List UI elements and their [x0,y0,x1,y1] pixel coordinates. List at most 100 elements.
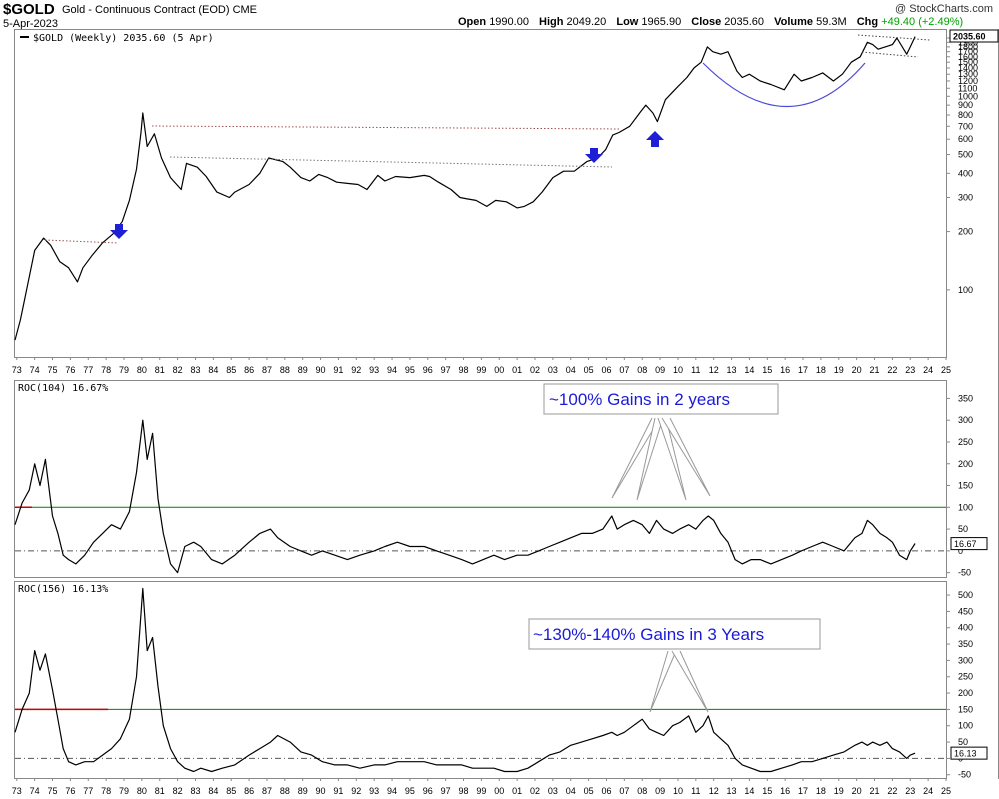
x-tick-label: 15 [762,365,772,375]
roc104-last-tag-text: 16.67 [954,539,977,549]
x-tick-label: 13 [727,365,737,375]
pointer-c [657,417,687,501]
roc104-y-tick-label: 50 [958,524,968,534]
price-y-tick-label: 1100 [958,83,977,93]
x-tick-label: 96 [423,365,433,375]
roc104-y-tick-label: 150 [958,481,973,491]
high-label: High [539,16,564,28]
x-tick-label: 22 [887,365,897,375]
roc156-last-tag: 16.13 [950,746,988,760]
x-tick-label: 10 [673,786,683,796]
x-tick-label: 04 [566,365,576,375]
x-tick-label: 92 [351,365,361,375]
x-tick-label: 75 [48,786,58,796]
price-y-tick-label: 1000 [958,91,978,101]
x-tick-label: 17 [798,786,808,796]
x-tick-label: 98 [459,365,469,375]
x-tick-label: 85 [226,365,236,375]
close-value: 2035.60 [724,16,765,28]
x-tick-label: 06 [601,365,611,375]
x-tick-label: 82 [173,365,183,375]
price-y-tick-label: 400 [958,168,973,178]
chart-description: Gold - Continuous Contract (EOD) CME [62,4,257,16]
x-tick-label: 95 [405,786,415,796]
x-tick-label: 01 [512,786,522,796]
x-tick-label: 82 [173,786,183,796]
x-tick-label: 11 [691,365,700,375]
x-tick-label: 00 [494,786,504,796]
roc104-callout-text: ~100% Gains in 2 years [549,390,730,409]
high-value: 2049.20 [566,16,607,28]
resistance-line-1980 [151,125,621,130]
price-y-tick-label: 800 [958,110,973,120]
x-tick-label: 95 [405,365,415,375]
x-tick-label: 93 [369,786,379,796]
x-tick-label: 17 [798,365,808,375]
x-tick-label: 02 [530,786,540,796]
roc156-last-tag-box [950,746,988,760]
x-tick-label: 81 [155,365,165,375]
price-series-line [14,36,916,341]
instrument-description: Gold - Continuous Contract (EOD) [62,4,230,16]
x-tick-label: 80 [137,365,147,375]
x-tick-label: 07 [619,786,629,796]
price-y-axis: 1002003004005006007008009001000110012001… [946,33,978,295]
x-tick-label: 89 [298,786,308,796]
price-y-tick-label: 1300 [958,69,978,79]
down-arrow-1978 [110,224,128,239]
x-tick-label: 90 [316,365,326,375]
x-tick-label: 89 [298,365,308,375]
x-tick-label: 83 [190,365,200,375]
price-last-tag-text: 2035.60 [953,32,986,42]
x-tick-label: 03 [548,786,558,796]
x-tick-label: 16 [780,365,790,375]
x-tick-label: 97 [441,365,451,375]
price-y-tick-label: 300 [958,193,973,203]
x-tick-label: 12 [709,786,719,796]
price-y-tick-label: 1500 [958,57,978,67]
top-resistance-line [857,34,931,41]
x-tick-label: 74 [30,365,40,375]
x-tick-label: 98 [459,786,469,796]
price-y-tick-label: 700 [958,121,973,131]
roc104-y-axis: -50 0 50 100 150 200 250 300 350 [946,393,973,578]
x-tick-label: 87 [262,786,272,796]
x-tick-label: 77 [83,365,93,375]
roc156-y-axis: -50050100150200250300350400450500 [946,590,973,780]
price-y-tick-label: 600 [958,134,973,144]
x-tick-label: 97 [441,786,451,796]
price-y-tick-label: 1400 [958,63,978,73]
x-tick-label: 21 [870,365,880,375]
price-y-tick-label: 1700 [958,47,978,57]
roc156-callout-box [528,618,821,650]
x-tick-label: 90 [316,786,326,796]
x-tick-label: 84 [208,365,218,375]
top-support-line [861,51,919,58]
roc104-callout: ~100% Gains in 2 years [543,383,779,501]
roc156-y-tick-label: 100 [958,721,973,731]
price-last-tag: 2035.60 [949,29,999,43]
cup-arc [702,62,866,107]
roc156-y-tick-label: 200 [958,688,973,698]
x-tick-label: 02 [530,365,540,375]
roc156-y-tick-label: 350 [958,639,973,649]
x-tick-label: 92 [351,786,361,796]
x-tick-label: 88 [280,365,290,375]
roc104-y-tick-label: 250 [958,437,973,447]
roc156-panel-label: ROC(156) 16.13% [18,584,108,595]
x-tick-label: 79 [119,786,129,796]
x-tick-label: 22 [887,786,897,796]
x-tick-label: 07 [619,365,629,375]
price-annotations [44,34,931,244]
x-tick-label: 75 [48,365,58,375]
price-y-tick-label: 1600 [958,52,978,62]
roc104-y-tick-label: 0 [958,546,963,556]
x-tick-label: 94 [387,365,397,375]
chart-symbol: $GOLD [3,1,55,18]
price-y-tick-label: 200 [958,227,973,237]
x-axis-top: 73 74 75 76 77 78 79 80 81 82 83 84 85 86 87 88 89 90 91 92… [12,357,951,375]
pointer-b [636,417,664,501]
pointer-f [671,650,709,713]
x-tick-label: 86 [244,365,254,375]
